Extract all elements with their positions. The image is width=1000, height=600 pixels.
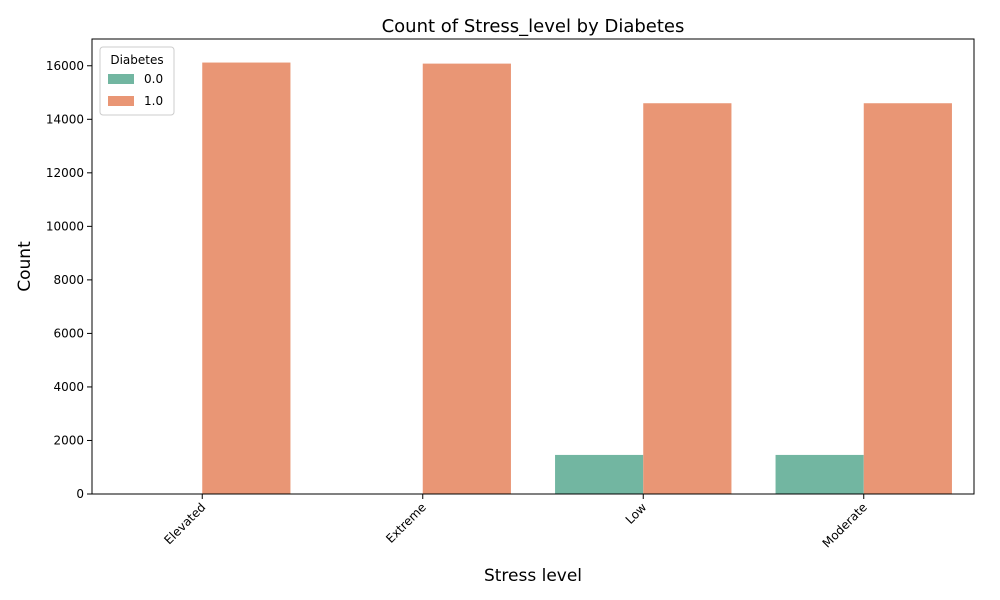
y-tick-label: 4000	[53, 380, 84, 394]
bar-elevated-series-1	[202, 62, 291, 495]
y-tick-label: 14000	[46, 112, 84, 126]
x-tick-label: Low	[623, 500, 650, 527]
y-tick-label: 12000	[46, 166, 84, 180]
legend-swatch	[108, 96, 134, 106]
legend-swatch	[108, 74, 134, 84]
y-tick-label: 16000	[46, 59, 84, 73]
x-tick-label: Extreme	[383, 500, 429, 546]
bar-extreme-series-1	[422, 63, 511, 495]
bar-low-series-1	[643, 103, 732, 495]
y-tick-label: 10000	[46, 219, 84, 233]
y-axis-label: Count	[15, 241, 35, 292]
bar-moderate-series-0	[775, 454, 864, 494]
plot-frame	[91, 38, 975, 495]
y-axis: 0 2000 4000 6000 8000 10000 12000 14000 16000	[46, 59, 92, 501]
legend-label: 1.0	[144, 94, 163, 108]
bars-group	[202, 62, 952, 495]
x-axis-label: Stress level	[484, 566, 582, 586]
y-tick-label: 6000	[53, 326, 84, 340]
legend: Diabetes 0.0 1.0	[99, 46, 175, 116]
chart-title: Count of Stress_level by Diabetes	[382, 16, 685, 37]
x-tick-label: Moderate	[820, 500, 870, 550]
y-tick-label: 2000	[53, 433, 84, 447]
y-tick-label: 0	[76, 487, 84, 501]
bar-low-series-0	[555, 454, 644, 494]
y-tick-label: 8000	[53, 273, 84, 287]
legend-title: Diabetes	[110, 53, 163, 67]
bar-moderate-series-1	[863, 103, 952, 495]
legend-label: 0.0	[144, 72, 163, 86]
x-tick-label: Elevated	[161, 500, 208, 547]
x-axis: Elevated Extreme Low Moderate	[161, 494, 870, 550]
